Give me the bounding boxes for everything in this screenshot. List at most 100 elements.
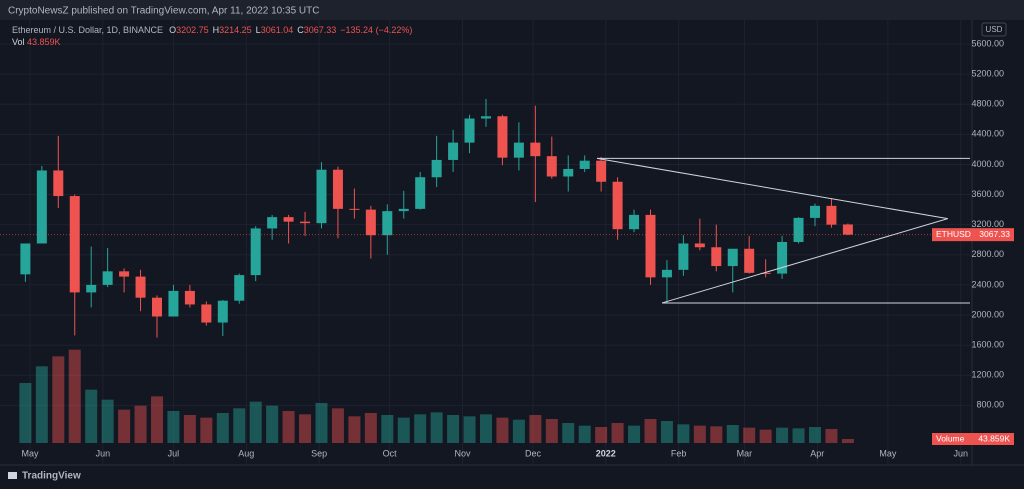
volume-bar <box>677 424 690 443</box>
candle-body <box>184 290 195 305</box>
volume-bar <box>266 405 279 443</box>
candle-body <box>711 247 722 267</box>
volume-bar <box>249 401 262 443</box>
volume-bar <box>118 409 131 443</box>
y-tick-label: 5600.00 <box>971 38 1004 48</box>
labels: 800.00 1200.00 1600.00 2000.00 2400.00 2800.0… <box>21 38 1004 458</box>
volume-bar <box>282 411 295 443</box>
candle-body <box>283 217 294 222</box>
candle-body <box>382 211 393 236</box>
candle-body <box>629 214 640 230</box>
publisher: CryptoNewsZ published on TradingView.com… <box>8 6 319 17</box>
candle-body <box>36 170 47 244</box>
symbol-legend: Ethereum / U.S. Dollar, 1D, BINANCE O3202… <box>12 25 412 35</box>
candle-body <box>793 217 804 242</box>
candle-body <box>431 159 442 178</box>
candle-body <box>826 205 837 225</box>
candle-body <box>201 304 212 323</box>
y-tick-label: 4000.00 <box>971 159 1004 169</box>
volume-bar <box>19 383 32 443</box>
candle-body <box>119 271 130 277</box>
candle-body <box>760 272 771 274</box>
currency-box[interactable] <box>981 22 1007 37</box>
ohlc-letter: H <box>213 25 220 35</box>
ohlc-value: 3067.33 <box>304 25 337 35</box>
ohlc-letter: L <box>256 25 261 35</box>
trendline <box>596 157 948 220</box>
candles <box>20 98 853 338</box>
volume-bar <box>233 408 246 443</box>
y-tick-label: 4400.00 <box>971 129 1004 139</box>
volume-bar <box>167 411 180 443</box>
candle-body <box>415 177 426 209</box>
candle-body <box>596 160 607 182</box>
candle-body <box>135 276 146 298</box>
volume-bar <box>595 427 608 443</box>
change: −135.24 (−4.22%) <box>340 25 412 35</box>
top-bar <box>0 0 1024 20</box>
trendline <box>661 218 948 304</box>
candle-body <box>842 224 853 235</box>
candle-body <box>694 243 705 248</box>
volume-bar <box>134 405 147 443</box>
y-tick-label: 2400.00 <box>971 279 1004 289</box>
volume-bar <box>628 425 641 443</box>
volume-bar <box>693 425 706 443</box>
x-tick-label: May <box>879 448 897 458</box>
candle-body <box>86 284 97 293</box>
x-tick-label: Nov <box>454 448 471 458</box>
y-tick-label: 2800.00 <box>971 249 1004 259</box>
y-tick-label: 5200.00 <box>971 68 1004 78</box>
volume-bar <box>183 415 196 443</box>
candle-body <box>546 156 557 177</box>
candle-body <box>645 214 656 278</box>
candle-body <box>513 142 524 158</box>
candle-body <box>234 275 245 301</box>
price-tag-symbol: ETHUSD <box>936 229 971 239</box>
price-tag <box>932 228 1014 242</box>
volume-bar <box>562 423 575 443</box>
volume-bar <box>52 356 65 443</box>
volume-bar <box>216 413 229 443</box>
volume-bar <box>529 415 542 443</box>
grid <box>0 20 972 465</box>
volume-bar <box>808 427 821 443</box>
volume-bar <box>35 366 48 443</box>
volume-bar <box>611 423 624 443</box>
volume-bars <box>19 349 854 443</box>
x-tick-label: Mar <box>737 448 753 458</box>
currency: USD <box>986 25 1003 34</box>
volume-bar <box>348 416 361 443</box>
candle-body <box>497 116 508 158</box>
candle-body <box>53 170 64 197</box>
candle-body <box>316 169 327 224</box>
candle-body <box>69 196 80 293</box>
volume-bar <box>331 408 344 443</box>
candle-body <box>102 271 113 285</box>
volume-bar <box>463 416 476 443</box>
brand-logo[interactable]: TradingView <box>8 471 81 482</box>
x-tick-label: Dec <box>525 448 542 458</box>
candle-body <box>20 243 31 275</box>
ohlc-value: 3061.04 <box>261 25 294 35</box>
volume-tag <box>932 433 1014 445</box>
volume-bar <box>299 414 312 443</box>
volume-bar <box>364 413 377 443</box>
vol-value: 43.859K <box>27 37 61 47</box>
y-tick-label: 1200.00 <box>971 370 1004 380</box>
volume-bar <box>200 417 213 443</box>
x-tick-label: 2022 <box>596 448 616 458</box>
volume-bar <box>660 421 673 443</box>
volume-bar <box>710 426 723 443</box>
volume-bar <box>726 425 739 443</box>
x-tick-label: Jul <box>168 448 180 458</box>
volume-bar <box>743 427 756 443</box>
price-tag-value: 3067.33 <box>979 229 1010 239</box>
logo-mark <box>8 472 17 479</box>
y-tick-label: 4800.00 <box>971 99 1004 109</box>
y-tick-label: 3200.00 <box>971 219 1004 229</box>
trendlines <box>0 157 970 304</box>
y-tick-label: 2000.00 <box>971 309 1004 319</box>
